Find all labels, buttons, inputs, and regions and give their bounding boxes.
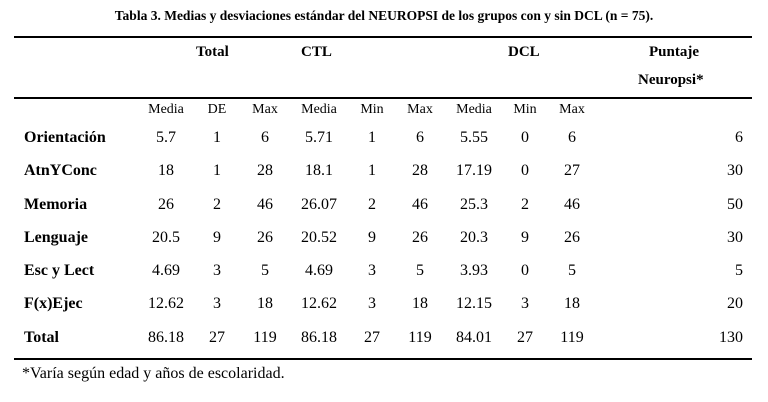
table-cell: 1 bbox=[213, 162, 221, 179]
table-cell: 86.18 bbox=[148, 329, 184, 346]
table-cell: 3 bbox=[368, 295, 376, 312]
top-rule bbox=[14, 36, 752, 38]
table-cell: 5 bbox=[568, 262, 576, 279]
table-cell: 17.19 bbox=[456, 162, 492, 179]
table-cell: 3.93 bbox=[460, 262, 488, 279]
table-cell: 4.69 bbox=[152, 262, 180, 279]
score-cell: 130 bbox=[719, 329, 743, 346]
table-cell: 3 bbox=[368, 262, 376, 279]
row-label: Memoria bbox=[24, 196, 88, 213]
table-cell: 5 bbox=[416, 262, 424, 279]
table-cell: 3 bbox=[213, 295, 221, 312]
table-cell: 18 bbox=[412, 295, 428, 312]
table-cell: 28 bbox=[412, 162, 428, 179]
table-cell: 26 bbox=[564, 229, 580, 246]
table-title: Tabla 3. Medias y desviaciones estándar … bbox=[114, 8, 654, 23]
table-cell: 27 bbox=[209, 329, 225, 346]
subheader-cell: Max bbox=[252, 102, 278, 117]
row-label: Esc y Lect bbox=[24, 262, 95, 279]
table-cell: 1 bbox=[368, 129, 376, 146]
table-cell: 18 bbox=[257, 295, 273, 312]
score-cell: 50 bbox=[727, 196, 743, 213]
group-header-total: Total bbox=[196, 44, 229, 60]
table-cell: 6 bbox=[261, 129, 269, 146]
table-cell: 12.15 bbox=[456, 295, 492, 312]
subheader-cell: DE bbox=[207, 102, 227, 117]
group-header-ctl: CTL bbox=[301, 44, 332, 60]
score-cell: 30 bbox=[727, 162, 743, 179]
row-label: Lenguaje bbox=[24, 229, 88, 246]
table-cell: 3 bbox=[213, 262, 221, 279]
group-header-dcl: DCL bbox=[508, 44, 540, 60]
subheader-cell: Max bbox=[559, 102, 585, 117]
row-label: F(x)Ejec bbox=[24, 295, 83, 312]
group-header-puntaje: Puntaje bbox=[649, 44, 699, 60]
table-cell: 6 bbox=[568, 129, 576, 146]
table-cell: 5 bbox=[261, 262, 269, 279]
subheader-cell: Media bbox=[456, 102, 492, 117]
table-cell: 20.52 bbox=[301, 229, 337, 246]
table-cell: 2 bbox=[368, 196, 376, 213]
table-cell: 0 bbox=[521, 129, 529, 146]
table-cell: 25.3 bbox=[460, 196, 488, 213]
table-cell: 3 bbox=[521, 295, 529, 312]
score-cell: 30 bbox=[727, 229, 743, 246]
table-cell: 0 bbox=[521, 262, 529, 279]
table-cell: 86.18 bbox=[301, 329, 337, 346]
table-cell: 5.55 bbox=[460, 129, 488, 146]
table-cell: 46 bbox=[564, 196, 580, 213]
row-label: AtnYConc bbox=[24, 162, 97, 179]
table-cell: 18 bbox=[158, 162, 174, 179]
table-cell: 5.71 bbox=[305, 129, 333, 146]
subheader-cell: Max bbox=[407, 102, 433, 117]
footnote: *Varía según edad y años de escolaridad. bbox=[22, 365, 285, 382]
table-cell: 5.7 bbox=[156, 129, 176, 146]
table-cell: 20.5 bbox=[152, 229, 180, 246]
table-cell: 119 bbox=[253, 329, 277, 346]
table-cell: 26.07 bbox=[301, 196, 337, 213]
score-cell: 5 bbox=[735, 262, 743, 279]
table-cell: 27 bbox=[364, 329, 380, 346]
table-cell: 119 bbox=[408, 329, 432, 346]
table-cell: 9 bbox=[521, 229, 529, 246]
table-cell: 26 bbox=[158, 196, 174, 213]
subheader-cell: Media bbox=[301, 102, 337, 117]
row-label: Orientación bbox=[24, 129, 106, 146]
table-cell: 84.01 bbox=[456, 329, 492, 346]
table-cell: 18 bbox=[564, 295, 580, 312]
table-cell: 12.62 bbox=[148, 295, 184, 312]
subheader-cell: Min bbox=[360, 102, 384, 117]
score-cell: 6 bbox=[735, 129, 743, 146]
table-cell: 2 bbox=[213, 196, 221, 213]
table-cell: 46 bbox=[257, 196, 273, 213]
table-cell: 1 bbox=[368, 162, 376, 179]
score-cell: 20 bbox=[727, 295, 743, 312]
table-cell: 2 bbox=[521, 196, 529, 213]
table-cell: 12.62 bbox=[301, 295, 337, 312]
table-cell: 20.3 bbox=[460, 229, 488, 246]
table-cell: 46 bbox=[412, 196, 428, 213]
table-cell: 6 bbox=[416, 129, 424, 146]
group-header-neuropsi: Neuropsi* bbox=[638, 72, 704, 88]
subheader-cell: Min bbox=[513, 102, 537, 117]
table-cell: 119 bbox=[560, 329, 584, 346]
table-cell: 9 bbox=[368, 229, 376, 246]
table-cell: 28 bbox=[257, 162, 273, 179]
table-cell: 1 bbox=[213, 129, 221, 146]
header-rule bbox=[14, 97, 752, 99]
table-cell: 27 bbox=[517, 329, 533, 346]
row-label: Total bbox=[24, 329, 59, 346]
table-cell: 26 bbox=[412, 229, 428, 246]
table-cell: 0 bbox=[521, 162, 529, 179]
table-cell: 26 bbox=[257, 229, 273, 246]
bottom-rule bbox=[14, 358, 752, 360]
table-cell: 9 bbox=[213, 229, 221, 246]
table-cell: 18.1 bbox=[305, 162, 333, 179]
table-cell: 4.69 bbox=[305, 262, 333, 279]
subheader-cell: Media bbox=[148, 102, 184, 117]
table-cell: 27 bbox=[564, 162, 580, 179]
